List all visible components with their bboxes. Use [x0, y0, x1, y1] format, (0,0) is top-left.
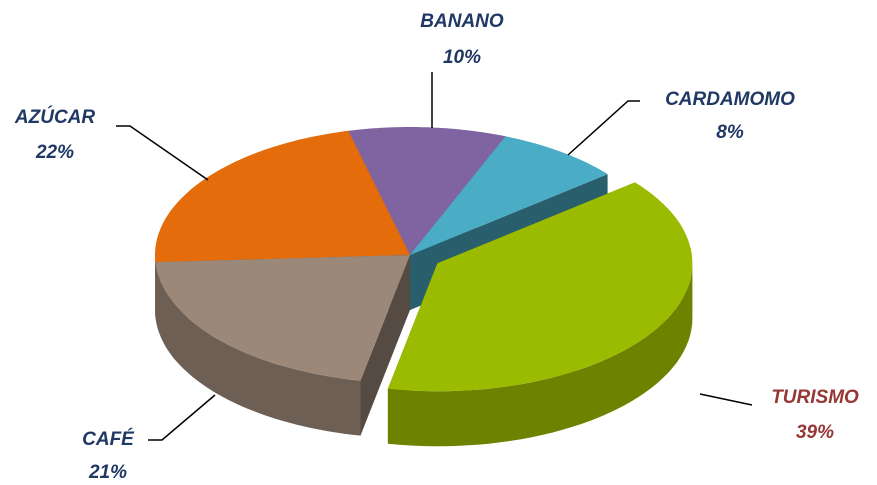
slice [387, 182, 693, 447]
leader-line [567, 100, 640, 156]
leader-line [699, 393, 753, 406]
slice-label: AZÚCAR [14, 106, 95, 128]
slice-value: 39% [796, 422, 834, 443]
slice-value: 22% [35, 142, 74, 163]
leader-line [116, 125, 209, 181]
slice-side [387, 263, 693, 447]
slice-top [387, 182, 693, 392]
slice-label: CAFÉ [82, 428, 135, 450]
slice-value: 8% [716, 122, 744, 143]
slice-value: 21% [88, 462, 127, 483]
slice-top [155, 130, 410, 263]
slice-label: CARDAMOMO [665, 89, 795, 110]
leader-line [148, 394, 216, 441]
slice-side [155, 262, 361, 436]
slice-label: BANANO [420, 11, 504, 32]
slice-top [155, 255, 410, 381]
slice-label: TURISMO [771, 387, 859, 408]
slice-top [410, 136, 608, 255]
slice-top [348, 127, 506, 255]
slice [155, 255, 410, 436]
slice-value: 10% [443, 47, 481, 68]
